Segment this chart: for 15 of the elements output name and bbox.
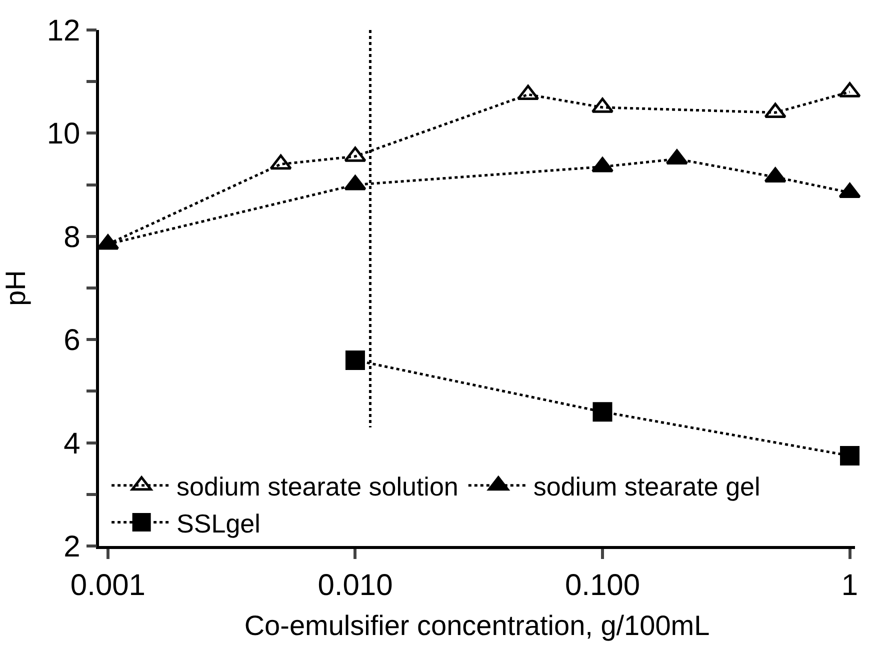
y-tick-label: 2 <box>64 530 80 564</box>
y-tick-label: 4 <box>64 427 80 460</box>
y-axis-title: pH <box>0 270 31 306</box>
y-tick-label: 8 <box>64 220 80 254</box>
y-tick-label: 12 <box>46 14 80 48</box>
y-tick-label: 6 <box>64 324 80 358</box>
x-axis-title: Co-emulsifier concentration, g/100mL <box>244 610 710 641</box>
legend-label: sodium stearate gel <box>533 472 760 502</box>
legend-label: sodium stearate solution <box>176 472 458 502</box>
x-tick-label: 0.100 <box>564 568 640 602</box>
x-tick-label: 0.010 <box>318 568 393 602</box>
legend-label: SSLgel <box>176 508 260 538</box>
x-tick-label: 0.001 <box>70 568 146 602</box>
x-tick-label: 1 <box>841 568 858 602</box>
y-tick-label: 10 <box>46 118 80 151</box>
